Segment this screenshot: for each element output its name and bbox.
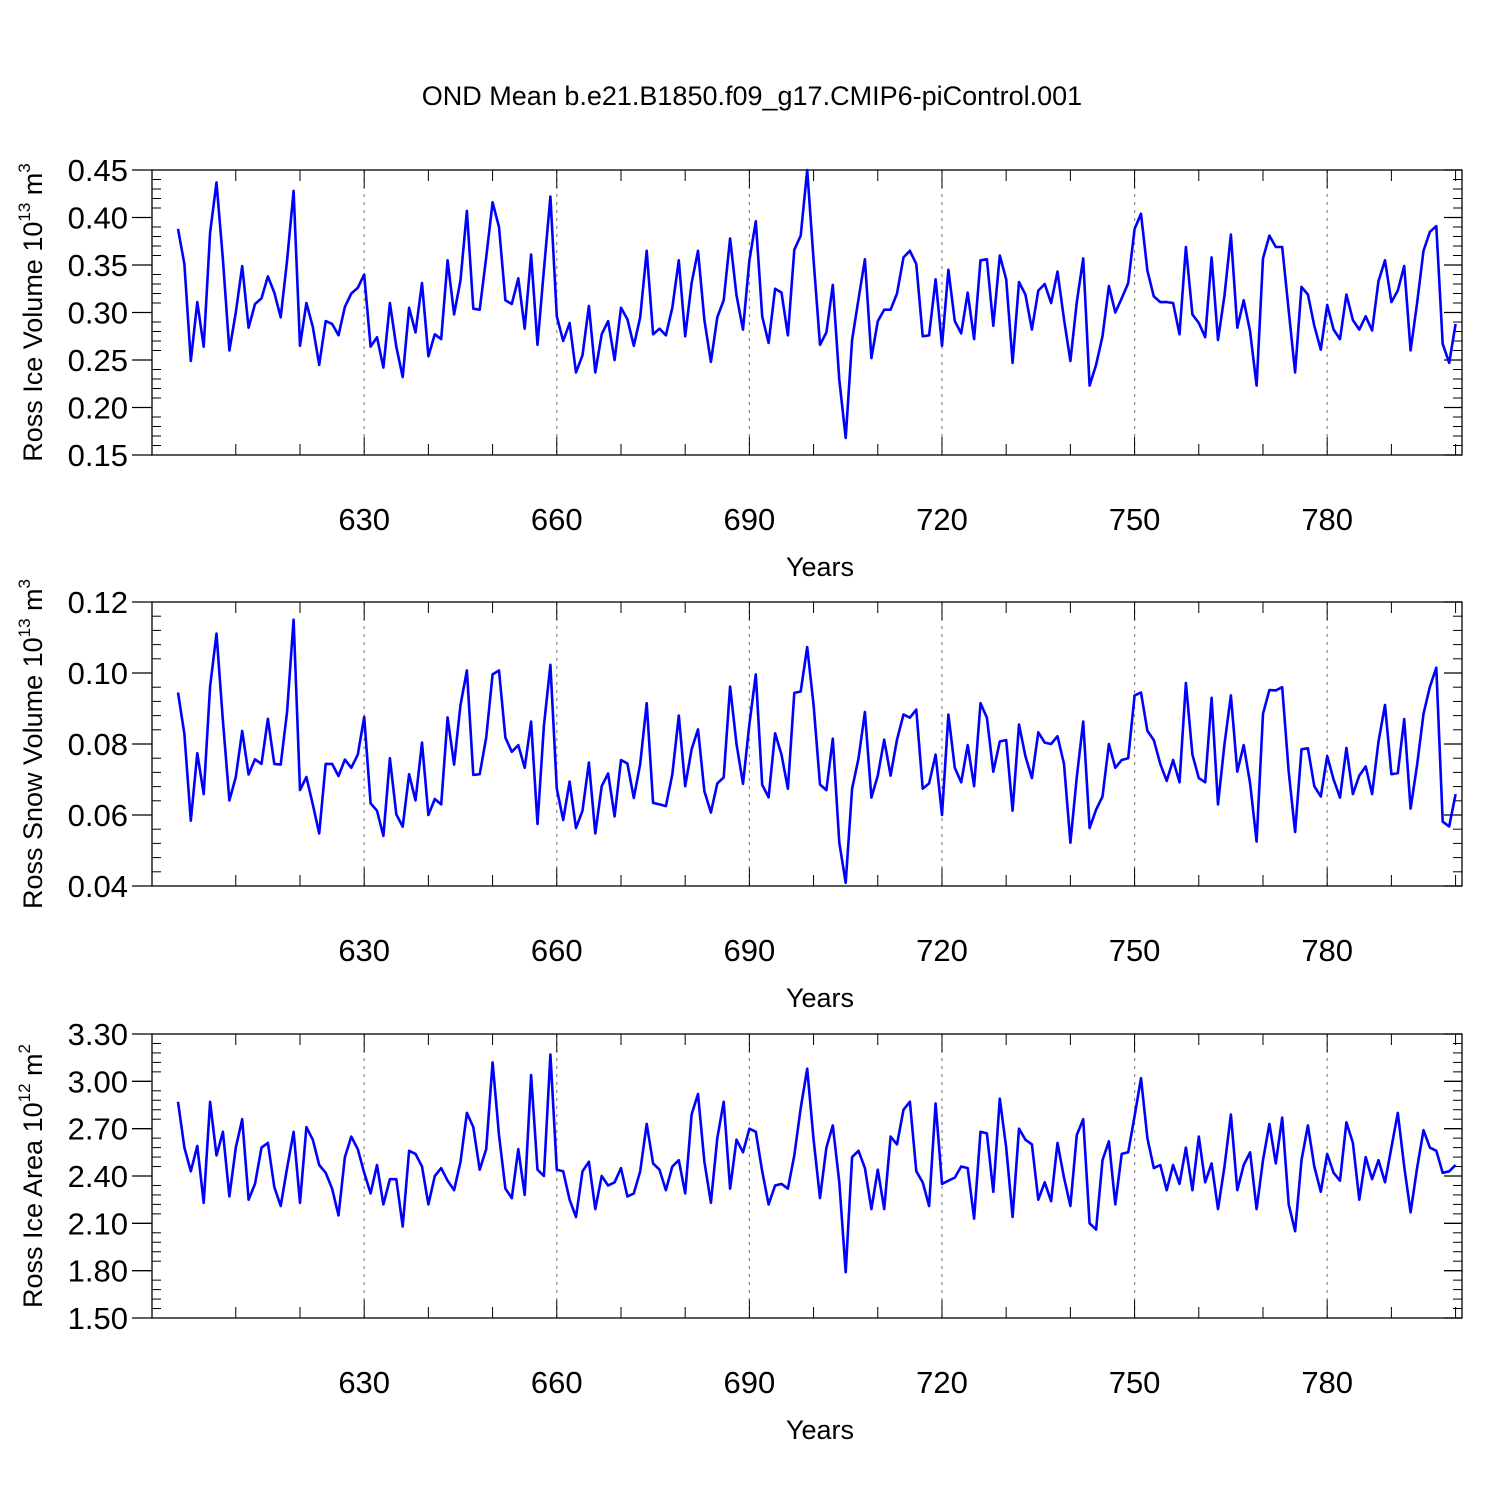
- x-tick-label: 630: [338, 502, 390, 537]
- y-tick-label: 0.30: [68, 296, 128, 331]
- x-axis-label: Years: [786, 1415, 854, 1445]
- y-axis-label: Ross Ice Area 1012 m2: [15, 1044, 48, 1308]
- y-tick-label: 0.45: [68, 153, 128, 188]
- panel-ross-ice-area: 1.50 1.80 2.10 2.40 2.70 3.00 3.30 630 660 690 720…: [15, 1017, 1463, 1445]
- figure-title: OND Mean b.e21.B1850.f09_g17.CMIP6-piCon…: [422, 81, 1082, 111]
- panel-ross-ice-volume: 0.15 0.20 0.25 0.30 0.35 0.40 0.45 630 660 690 720…: [15, 153, 1463, 582]
- y-tick-label: 0.04: [68, 869, 128, 904]
- series-line: [176, 618, 1457, 885]
- x-tick-label: 750: [1109, 933, 1161, 968]
- y-tick-label: 3.00: [68, 1064, 128, 1099]
- y-tick-label: 2.40: [68, 1159, 128, 1194]
- y-tick-label: 0.12: [68, 585, 128, 620]
- series-line: [176, 168, 1457, 440]
- x-tick-label: 660: [531, 1365, 583, 1400]
- y-tick-label: 2.10: [68, 1206, 128, 1241]
- x-tick-label: 630: [338, 1365, 390, 1400]
- x-tick-label: 630: [338, 933, 390, 968]
- y-tick-label: 3.30: [68, 1017, 128, 1052]
- x-tick-label: 750: [1109, 1365, 1161, 1400]
- panel-ross-snow-volume: 0.04 0.06 0.08 0.10 0.12 630 660 690 720 750 780 Ye…: [15, 579, 1463, 1013]
- x-tick-label: 750: [1109, 502, 1161, 537]
- x-tick-label: 660: [531, 933, 583, 968]
- x-axis-label: Years: [786, 983, 854, 1013]
- x-tick-label: 660: [531, 502, 583, 537]
- y-tick-label: 0.25: [68, 343, 128, 378]
- y-axis-label: Ross Snow Volume 1013 m3: [15, 579, 48, 909]
- y-axis-label: Ross Ice Volume 1013 m3: [15, 163, 48, 462]
- x-tick-label: 720: [916, 1365, 968, 1400]
- x-tick-label: 720: [916, 933, 968, 968]
- x-tick-label: 780: [1301, 502, 1353, 537]
- x-tick-label: 690: [724, 502, 776, 537]
- series-line: [176, 1053, 1457, 1274]
- y-tick-label: 0.20: [68, 391, 128, 426]
- plot-frame: [151, 169, 1463, 456]
- y-tick-label: 0.40: [68, 201, 128, 236]
- y-tick-label: 0.06: [68, 798, 128, 833]
- x-tick-label: 780: [1301, 933, 1353, 968]
- x-tick-label: 690: [724, 1365, 776, 1400]
- y-tick-label: 2.70: [68, 1112, 128, 1147]
- x-tick-label: 780: [1301, 1365, 1353, 1400]
- y-tick-label: 0.15: [68, 438, 128, 473]
- y-tick-label: 0.35: [68, 248, 128, 283]
- y-tick-label: 0.10: [68, 656, 128, 691]
- x-tick-label: 690: [724, 933, 776, 968]
- y-tick-label: 1.50: [68, 1301, 128, 1336]
- y-tick-label: 1.80: [68, 1254, 128, 1289]
- x-axis-label: Years: [786, 552, 854, 582]
- y-tick-label: 0.08: [68, 727, 128, 762]
- x-tick-label: 720: [916, 502, 968, 537]
- plot-frame: [151, 601, 1463, 887]
